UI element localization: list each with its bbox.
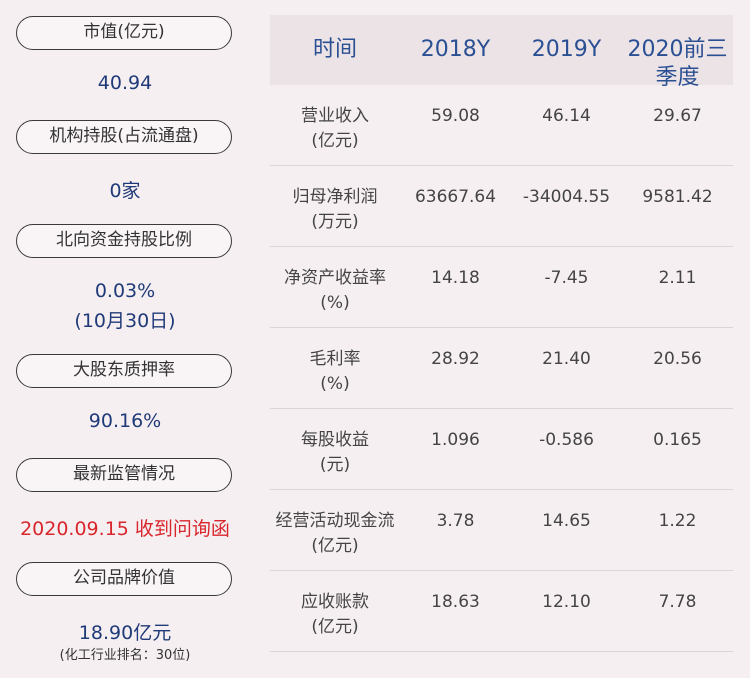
row-unit: (元) — [319, 455, 351, 475]
row-value: 14.18 — [431, 268, 480, 288]
row-value: 14.65 — [542, 511, 591, 531]
metric-value: (10月30日) — [74, 310, 176, 332]
row-unit: (%) — [320, 374, 350, 394]
metric-label: 大股东质押率 — [16, 354, 232, 388]
header-cell: 2019Y — [531, 37, 602, 62]
row-label: 每股收益 — [301, 430, 369, 450]
row-label: 净资产收益率 — [284, 268, 386, 288]
row-label: 毛利率 — [309, 349, 361, 369]
row-value: 0.165 — [653, 430, 702, 450]
row-value: 63667.64 — [414, 187, 497, 207]
metric-label: 市值(亿元) — [16, 16, 232, 50]
row-value: 7.78 — [658, 592, 697, 612]
row-value: 18.63 — [431, 592, 480, 612]
row-separator — [270, 327, 733, 328]
row-unit: (亿元) — [311, 617, 359, 637]
row-separator — [270, 246, 733, 247]
header-cell: 2018Y — [420, 37, 491, 62]
metric-label: 北向资金持股比例 — [16, 224, 232, 258]
row-value: -7.45 — [544, 268, 589, 288]
row-value: 3.78 — [436, 511, 475, 531]
row-value: 21.40 — [542, 349, 591, 369]
row-value: -0.586 — [539, 430, 594, 450]
row-unit: (%) — [320, 293, 350, 313]
metric-label: 公司品牌价值 — [16, 562, 232, 596]
metric-value: 18.90亿元 — [78, 622, 172, 644]
header-cell: 2020前三季度 — [627, 37, 728, 90]
row-value: 59.08 — [431, 106, 480, 126]
row-separator — [270, 165, 733, 166]
row-value: 20.56 — [653, 349, 702, 369]
row-value: 2.11 — [658, 268, 697, 288]
row-label: 归母净利润 — [292, 187, 378, 207]
row-value: 29.67 — [653, 106, 702, 126]
metric-value: 90.16% — [88, 410, 162, 432]
row-label: 应收账款 — [301, 592, 369, 612]
row-separator — [270, 489, 733, 490]
metric-value: (化工行业排名：30位) — [59, 648, 191, 663]
metric-value: 40.94 — [97, 72, 153, 94]
metric-value: 0.03% — [94, 280, 156, 302]
table-header — [270, 15, 733, 85]
row-separator — [270, 408, 733, 409]
row-unit: (亿元) — [311, 536, 359, 556]
metric-label: 机构持股(占流通盘) — [16, 120, 232, 154]
row-separator — [270, 651, 733, 652]
row-label: 营业收入 — [301, 106, 369, 126]
row-unit: (亿元) — [311, 131, 359, 151]
row-value: 28.92 — [431, 349, 480, 369]
row-separator — [270, 570, 733, 571]
header-cell: 时间 — [312, 37, 357, 62]
row-value: 46.14 — [542, 106, 591, 126]
row-value: 9581.42 — [642, 187, 713, 207]
row-value: -34004.55 — [522, 187, 611, 207]
metric-value: 0家 — [109, 180, 141, 202]
row-label: 经营活动现金流 — [275, 511, 395, 531]
row-value: 12.10 — [542, 592, 591, 612]
row-value: 1.096 — [431, 430, 480, 450]
row-value: 1.22 — [658, 511, 697, 531]
metric-value: 2020.09.15 收到问询函 — [20, 518, 230, 540]
metric-label: 最新监管情况 — [16, 458, 232, 492]
row-unit: (万元) — [311, 212, 359, 232]
